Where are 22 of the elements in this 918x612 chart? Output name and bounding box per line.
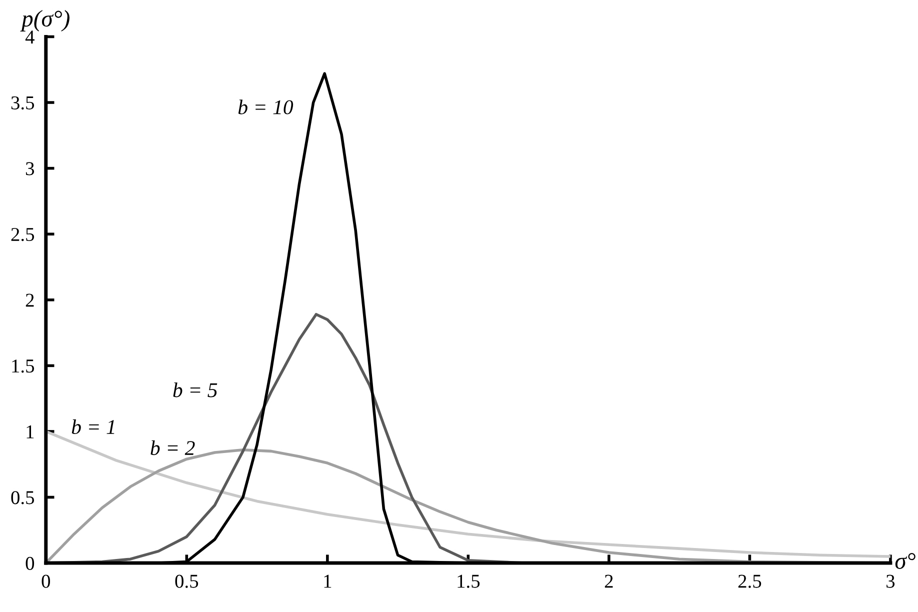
y-tick-label: 3 xyxy=(26,162,34,176)
x-tick-label: 3 xyxy=(886,574,895,588)
y-axis-title: p(σ°) xyxy=(20,10,70,32)
x-tick-label: 2.5 xyxy=(738,574,762,588)
x-tick-label: 1 xyxy=(324,574,332,588)
y-tick-label: 1 xyxy=(26,425,34,438)
y-tick-label: 0.5 xyxy=(11,491,34,504)
series-label: b = 2 xyxy=(150,440,195,456)
y-tick-label: 1.5 xyxy=(12,360,34,373)
x-tick-label: 0.5 xyxy=(175,574,198,588)
y-tick-label: 2 xyxy=(26,294,34,307)
y-tick-label: 2.5 xyxy=(11,228,34,242)
text: b = 5 xyxy=(173,382,218,398)
x-tick-label: 1.5 xyxy=(458,574,480,588)
y-tick-label: 4 xyxy=(25,30,34,44)
series-label: b = 10 xyxy=(238,100,294,114)
series-label: b = 1 xyxy=(72,419,114,434)
x-axis-title: σ° xyxy=(895,553,916,569)
y-tick-label: 0 xyxy=(26,556,34,570)
x-tick-label: 0 xyxy=(42,574,50,588)
y-tick-label: 3.5 xyxy=(11,96,34,110)
x-tick-label: 2 xyxy=(604,574,613,588)
